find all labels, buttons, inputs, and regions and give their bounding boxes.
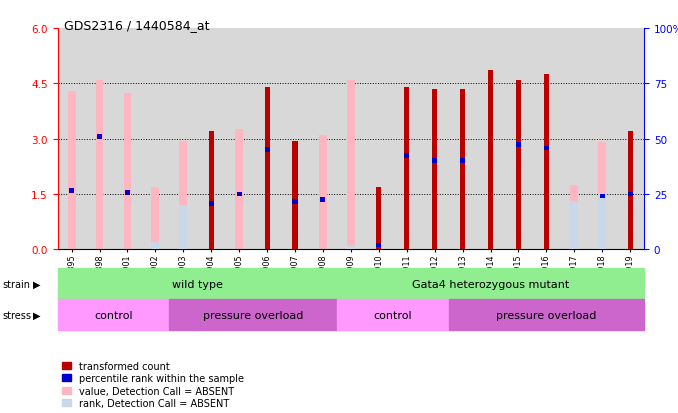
Bar (460, 90, 465, 250)
Bar (170, 299, 337, 330)
Bar (570, 185, 578, 250)
Bar (488, 71, 493, 250)
Text: stress: stress (2, 310, 31, 320)
Text: ▶: ▶ (33, 279, 40, 289)
Text: Gata4 heterozygous mutant: Gata4 heterozygous mutant (412, 279, 569, 289)
Text: control: control (94, 310, 133, 320)
Bar (209, 132, 214, 250)
Bar (292, 141, 298, 250)
Bar (449, 299, 644, 330)
Bar (68, 92, 75, 250)
Legend: transformed count, percentile rank within the sample, value, Detection Call = AB: transformed count, percentile rank withi… (62, 361, 244, 408)
Bar (235, 130, 243, 250)
Bar (180, 206, 187, 250)
Bar (125, 190, 130, 195)
Bar (347, 81, 355, 250)
Bar (544, 146, 549, 151)
Bar (292, 199, 298, 204)
Bar (598, 195, 606, 250)
Bar (516, 81, 521, 250)
Bar (404, 88, 410, 250)
Bar (598, 143, 606, 250)
Bar (570, 202, 578, 250)
Bar (180, 141, 187, 250)
Bar (404, 154, 410, 158)
Bar (376, 187, 381, 250)
Bar (376, 243, 381, 248)
Bar (151, 242, 159, 250)
Bar (516, 142, 521, 147)
Text: ▶: ▶ (33, 310, 40, 320)
Bar (209, 202, 214, 206)
Bar (321, 198, 325, 202)
Text: pressure overload: pressure overload (203, 310, 303, 320)
Bar (97, 135, 102, 140)
Bar (347, 246, 355, 250)
Text: control: control (374, 310, 412, 320)
Text: wild type: wild type (172, 279, 222, 289)
Bar (58, 268, 337, 299)
Bar (264, 88, 270, 250)
Bar (600, 194, 605, 199)
Bar (432, 90, 437, 250)
Bar (69, 189, 74, 193)
Text: strain: strain (2, 279, 30, 289)
Bar (96, 81, 104, 250)
Bar (58, 299, 170, 330)
Bar (151, 187, 159, 250)
Text: GDS2316 / 1440584_at: GDS2316 / 1440584_at (64, 19, 210, 31)
Bar (319, 136, 327, 250)
Bar (432, 159, 437, 164)
Bar (337, 299, 449, 330)
Bar (544, 75, 549, 250)
Bar (628, 132, 633, 250)
Bar (264, 148, 270, 153)
Bar (628, 192, 633, 197)
Bar (123, 93, 132, 250)
Bar (237, 192, 241, 197)
Bar (460, 159, 465, 164)
Text: pressure overload: pressure overload (496, 310, 597, 320)
Bar (337, 268, 644, 299)
